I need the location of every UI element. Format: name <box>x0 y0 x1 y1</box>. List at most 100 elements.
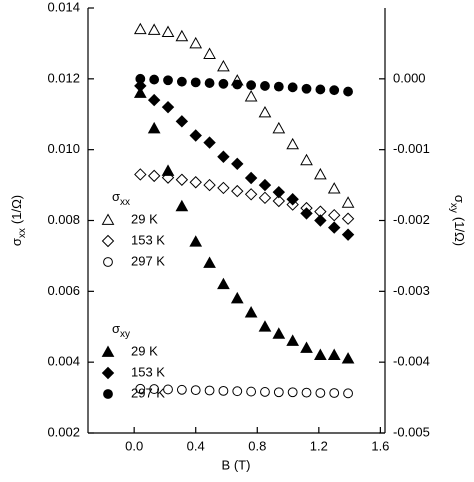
data-point <box>286 334 300 346</box>
legend-header-sub: xx <box>120 197 130 208</box>
y-tick-label: 0.008 <box>47 212 80 227</box>
data-point <box>175 199 189 212</box>
data-point <box>149 384 160 394</box>
data-point <box>230 291 244 304</box>
legend-label: 153 K <box>131 364 165 379</box>
y2-tick-label: -0.002 <box>393 212 430 227</box>
data-point <box>286 137 300 150</box>
data-point <box>190 385 201 396</box>
data-point <box>258 178 272 192</box>
data-point <box>246 386 257 397</box>
legend-label: 297 K <box>131 385 165 400</box>
data-point <box>329 388 340 398</box>
data-point <box>218 78 229 89</box>
y-tick-label: 0.006 <box>47 283 80 298</box>
data-point <box>258 105 272 118</box>
data-point <box>300 207 313 220</box>
data-point <box>147 93 161 107</box>
data-point <box>163 75 173 86</box>
y-axis-label: σxx (1/Ω) <box>9 195 27 246</box>
data-point <box>328 221 341 234</box>
y2-tick-label: -0.003 <box>393 283 430 298</box>
data-point <box>260 81 270 91</box>
data-point <box>232 79 243 90</box>
y2-tick-label: -0.005 <box>393 424 430 439</box>
data-point <box>301 83 312 94</box>
data-point <box>287 387 298 398</box>
data-point <box>218 385 229 396</box>
data-point <box>341 212 355 225</box>
data-point <box>147 23 161 35</box>
data-point <box>175 115 189 128</box>
data-point <box>287 82 298 93</box>
data-point <box>175 173 189 186</box>
data-point <box>161 100 175 114</box>
y-tick-label: 0.014 <box>47 0 80 14</box>
data-point <box>260 387 270 397</box>
data-point <box>314 348 327 360</box>
data-point <box>314 167 327 180</box>
legend-header-symbol: σ <box>112 321 120 336</box>
data-point <box>203 178 216 192</box>
data-point <box>314 214 327 227</box>
legend-marker <box>101 366 115 380</box>
y2-axis-label-sub: xy <box>448 203 459 213</box>
y2-axis-label-unit: (1/Ω) <box>452 217 467 246</box>
legend-label: 297 K <box>131 253 165 268</box>
x-axis-label: B (T) <box>222 457 251 472</box>
data-point <box>217 181 230 195</box>
data-point <box>244 171 258 185</box>
x-tick-label: 0.4 <box>187 438 205 453</box>
data-point <box>232 386 243 397</box>
data-point <box>217 277 230 290</box>
y-axis-label-unit: (1/Ω) <box>9 195 24 224</box>
data-point <box>189 36 203 49</box>
data-point <box>244 90 258 102</box>
data-point <box>329 85 340 96</box>
data-point <box>244 306 258 318</box>
data-point <box>190 77 201 88</box>
data-point <box>244 188 258 201</box>
data-point <box>341 228 355 241</box>
legend-header: σxx <box>112 189 130 207</box>
data-point <box>135 73 146 84</box>
x-tick-label: 1.2 <box>310 438 328 453</box>
y2-tick-label: -0.001 <box>393 141 430 156</box>
data-point <box>272 185 286 199</box>
y2-tick-label: 0.000 <box>393 70 426 85</box>
legend-marker <box>101 345 115 357</box>
legend-marker <box>101 234 115 248</box>
y2-tick-label: -0.004 <box>393 354 430 369</box>
data-point <box>189 176 202 189</box>
data-point <box>134 168 147 181</box>
data-point <box>231 184 244 198</box>
data-point <box>204 78 215 88</box>
data-point <box>161 25 175 37</box>
legend-label: 29 K <box>131 211 158 226</box>
data-point <box>203 47 216 59</box>
y-tick-label: 0.002 <box>47 424 80 439</box>
data-point <box>217 59 230 72</box>
data-point <box>133 86 147 98</box>
legend-label: 29 K <box>131 343 158 358</box>
data-point <box>273 81 284 92</box>
legend-label: 153 K <box>131 232 165 247</box>
y2-axis-label: σxy (1/Ω) <box>448 195 466 246</box>
data-point <box>163 384 173 395</box>
data-point <box>300 341 313 353</box>
y-tick-label: 0.012 <box>47 70 80 85</box>
data-point <box>272 194 286 208</box>
y-axis-label-sub: xx <box>17 228 28 238</box>
data-point <box>272 121 286 134</box>
data-point <box>315 84 326 95</box>
data-point <box>203 136 216 149</box>
data-point <box>204 385 215 396</box>
legend-marker <box>101 213 115 225</box>
data-point <box>246 80 257 91</box>
data-point <box>327 182 341 194</box>
x-tick-label: 1.6 <box>371 438 389 453</box>
x-tick-label: 0.0 <box>125 438 143 453</box>
data-point <box>273 387 284 398</box>
data-point <box>175 29 189 42</box>
data-point <box>341 352 355 364</box>
